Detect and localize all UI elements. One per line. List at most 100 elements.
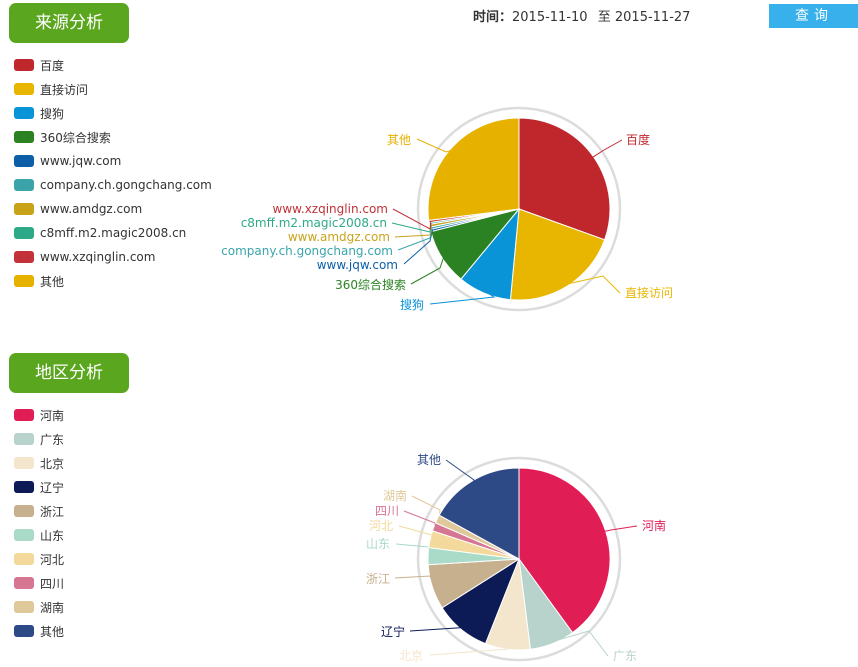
legend-label: 广东 — [40, 432, 65, 447]
pie-leader-line — [398, 525, 433, 540]
legend-label: 百度 — [40, 58, 65, 73]
legend-item[interactable]: 广东 — [14, 427, 64, 451]
legend-swatch — [14, 505, 34, 517]
legend-item[interactable]: www.xzqinglin.com — [14, 245, 212, 269]
pie-slice-label: www.jqw.com — [317, 258, 398, 272]
pie-leader-line — [391, 222, 432, 233]
legend-item[interactable]: 辽宁 — [14, 475, 64, 499]
legend-item[interactable]: www.amdgz.com — [14, 197, 212, 221]
legend-swatch — [14, 179, 34, 191]
legend-swatch — [14, 409, 34, 421]
pie-outer-ring — [416, 106, 622, 312]
legend-swatch — [14, 131, 34, 143]
legend-label: 搜狗 — [40, 106, 65, 121]
legend-swatch — [14, 433, 34, 445]
legend-label: www.xzqinglin.com — [40, 250, 156, 264]
legend-item[interactable]: 浙江 — [14, 499, 64, 523]
pie-slice-label: www.amdgz.com — [288, 230, 390, 244]
legend-swatch — [14, 227, 34, 239]
source-analysis-tab[interactable]: 来源分析 — [9, 3, 129, 43]
legend-swatch — [14, 577, 34, 589]
legend-item[interactable]: 北京 — [14, 451, 64, 475]
legend-swatch — [14, 457, 34, 469]
pie-slice-label: 其他 — [387, 133, 411, 147]
pie-slice-label: 360综合搜索 — [335, 277, 406, 292]
legend-label: www.jqw.com — [40, 154, 122, 168]
pie-slice-label: 搜狗 — [400, 297, 424, 312]
pie-slice-source-1[interactable] — [509, 208, 606, 301]
time-label: 时间： — [473, 10, 513, 25]
legend-item[interactable]: 河北 — [14, 547, 64, 571]
to-label: 至 — [597, 10, 611, 25]
source-legend: 百度直接访问搜狗 360综合搜索 www.jqw.com company.ch.gon… — [14, 53, 212, 293]
legend-swatch — [14, 155, 34, 167]
pie-slice-label: 广东 — [613, 649, 637, 663]
pie-slice-label: 其他 — [417, 453, 441, 467]
legend-label: 河南 — [40, 408, 65, 423]
legend-item[interactable]: 其他 — [14, 619, 64, 643]
pie-leader-line — [410, 256, 445, 285]
pie-leader-line — [603, 525, 638, 532]
pie-leader-line — [445, 459, 475, 483]
legend-swatch — [14, 553, 34, 565]
pie-slice-label: 百度 — [626, 132, 650, 147]
legend-label: 360综合搜索 — [40, 130, 111, 145]
pie-leader-line — [416, 138, 453, 153]
pie-slice-label: c8mff.m2.magic2008.cn — [241, 216, 387, 230]
legend-item[interactable]: company.ch.gongchang.com — [14, 173, 212, 197]
legend-swatch — [14, 481, 34, 493]
legend-item[interactable]: 直接访问 — [14, 77, 212, 101]
legend-label: company.ch.gongchang.com — [40, 178, 212, 192]
pie-slice-source-9[interactable] — [427, 117, 520, 221]
legend-item[interactable]: 四川 — [14, 571, 64, 595]
legend-item[interactable]: 湖南 — [14, 595, 64, 619]
date-range: 时间：2015-11-10 至 2015-11-27 — [473, 6, 690, 25]
pie-leader-line — [551, 630, 609, 657]
start-date[interactable]: 2015-11-10 — [512, 10, 588, 25]
legend-item[interactable]: www.jqw.com — [14, 149, 212, 173]
pie-slice-label: 直接访问 — [625, 285, 673, 300]
pie-leader-line — [397, 227, 433, 251]
legend-label: 山东 — [40, 528, 65, 543]
legend-label: c8mff.m2.magic2008.cn — [40, 226, 187, 240]
legend-swatch — [14, 59, 34, 71]
pie-slice-label: 四川 — [375, 504, 399, 518]
legend-label: 辽宁 — [40, 480, 65, 495]
pie-leader-line — [409, 627, 463, 632]
legend-item[interactable]: 百度 — [14, 53, 212, 77]
legend-item[interactable]: c8mff.m2.magic2008.cn — [14, 221, 212, 245]
legend-item[interactable]: 山东 — [14, 523, 64, 547]
pie-slice-region-9[interactable] — [438, 467, 520, 560]
region-legend: 河南广东北京辽宁浙江山东河北四川湖南其他 — [14, 403, 64, 643]
legend-swatch — [14, 275, 34, 287]
pie-slice-label: 浙江 — [366, 572, 390, 586]
pie-leader-line — [566, 275, 621, 294]
end-date[interactable]: 2015-11-27 — [614, 10, 691, 25]
pie-slice-label: company.ch.gongchang.com — [221, 244, 393, 258]
legend-label: 直接访问 — [40, 82, 89, 97]
pie-slice-label: 北京 — [399, 649, 423, 663]
pie-leader-line — [392, 208, 432, 230]
legend-label: 四川 — [40, 576, 65, 591]
legend-label: 河北 — [40, 552, 65, 567]
pie-leader-line — [591, 139, 623, 159]
legend-swatch — [14, 625, 34, 637]
legend-label: 其他 — [40, 624, 65, 639]
pie-slice-label: 湖南 — [383, 488, 407, 503]
pie-leader-line — [394, 225, 433, 238]
pie-leader-line — [394, 575, 435, 587]
pie-slice-label: www.xzqinglin.com — [273, 202, 388, 216]
legend-item[interactable]: 河南 — [14, 403, 64, 427]
legend-label: 湖南 — [40, 600, 65, 615]
query-button[interactable]: 查询 — [769, 4, 858, 28]
pie-slice-label: 山东 — [366, 537, 390, 551]
legend-item[interactable]: 360综合搜索 — [14, 125, 212, 149]
pie-leader-line — [395, 543, 431, 557]
legend-label: www.amdgz.com — [40, 202, 143, 216]
legend-item[interactable]: 搜狗 — [14, 101, 212, 125]
pie-leader-line — [429, 290, 496, 305]
legend-item[interactable]: 其他 — [14, 269, 212, 293]
region-analysis-tab[interactable]: 地区分析 — [9, 353, 129, 393]
pie-slice-label: 辽宁 — [381, 624, 405, 639]
